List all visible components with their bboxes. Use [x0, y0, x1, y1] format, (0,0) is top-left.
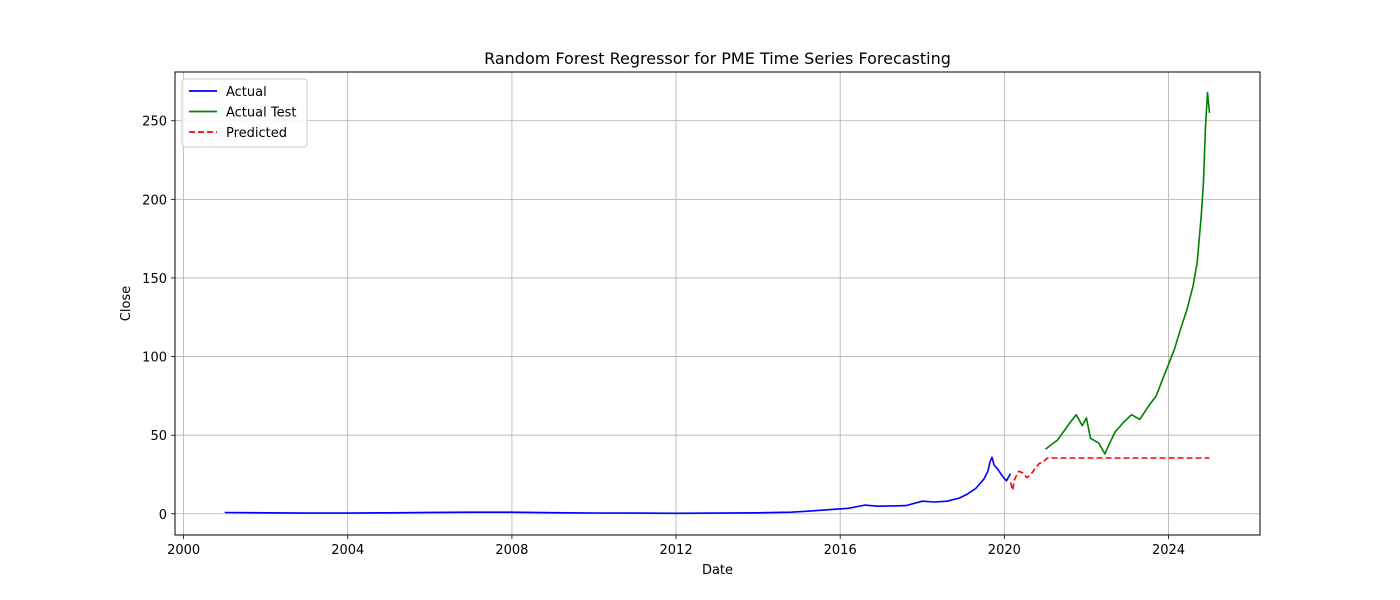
x-axis-label: Date: [702, 563, 733, 578]
x-tick-label: 2012: [660, 543, 693, 558]
y-tick-label: 200: [142, 193, 167, 208]
series-line-actual: [224, 456, 1012, 515]
series-layer: [224, 91, 1211, 515]
x-tick-label: 2024: [1152, 543, 1185, 558]
grid: [175, 72, 1260, 535]
legend-label: Actual Test: [226, 106, 296, 121]
legend-box: [181, 78, 308, 148]
x-tick-label: 2008: [495, 543, 528, 558]
plot-frame: [174, 71, 1261, 536]
legend: Actual Actual Test Predicted: [181, 78, 308, 148]
chart-title: Random Forest Regressor for PME Time Ser…: [484, 49, 951, 68]
tick-layer: 2000 2004 2008 2012 2016 2020 2024 0 50 100 150 200…: [142, 115, 1185, 558]
y-tick-label: 100: [142, 351, 167, 366]
series-line-actual-test: [1044, 91, 1211, 455]
legend-label: Actual: [226, 85, 267, 100]
y-axis-label: Close: [119, 286, 134, 321]
y-tick-label: 0: [159, 508, 167, 523]
y-tick-label: 150: [142, 272, 167, 287]
y-tick-label: 50: [150, 429, 167, 444]
series-line-predicted: [1009, 457, 1210, 492]
x-tick-label: 2016: [824, 543, 857, 558]
y-tick-label: 250: [142, 115, 167, 130]
x-tick-label: 2004: [331, 543, 364, 558]
x-tick-label: 2020: [988, 543, 1021, 558]
legend-label: Predicted: [226, 126, 287, 141]
x-tick-label: 2000: [167, 543, 200, 558]
